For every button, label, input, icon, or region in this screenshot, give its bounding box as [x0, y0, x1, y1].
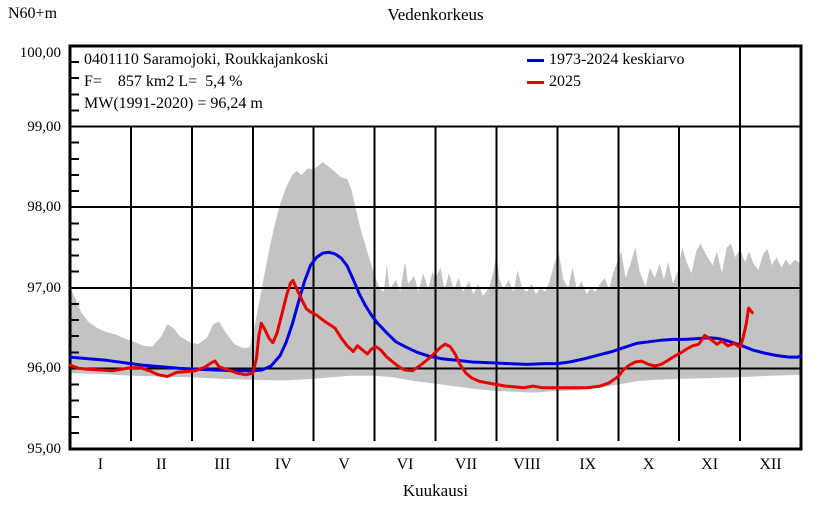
y-axis-unit-label: N60+m: [8, 5, 58, 22]
page-title: Vedenkorkeus: [387, 5, 484, 24]
x-tick-label-VI: VI: [396, 456, 414, 473]
x-tick-label-III: III: [214, 456, 231, 473]
legend-item-2025: 2025: [527, 71, 685, 93]
x-tick-label-IV: IV: [274, 456, 292, 473]
y-tick-label-95: 95,00: [27, 441, 61, 457]
plot-border: [68, 44, 803, 451]
current-year-line-swatch-icon: [527, 80, 544, 84]
x-tick-label-V: V: [338, 456, 350, 473]
y-tick-label-100: 100,00: [19, 45, 61, 61]
station-name-line: 0401110 Saramojoki, Roukkajankoski: [84, 51, 329, 68]
y-tick-label-97: 97,00: [27, 279, 61, 296]
x-tick-label-II: II: [156, 456, 167, 473]
x-tick-label-VII: VII: [454, 456, 478, 473]
y-tick-label-96: 96,00: [27, 360, 61, 377]
legend: 1973-2024 keskiarvo 2025: [527, 49, 685, 93]
x-tick-label-VIII: VIII: [513, 456, 541, 473]
series-line-keskiarvo: [68, 250, 803, 373]
legend-label-mean: 1973-2024 keskiarvo: [549, 51, 685, 68]
x-axis-title: Kuukausi: [402, 481, 469, 500]
y-tick-label-98: 98,00: [27, 199, 61, 216]
x-tick-label-IX: IX: [579, 456, 597, 473]
station-info-box: 0401110 Saramojoki, Roukkajankoski F= 85…: [84, 49, 335, 115]
legend-label-2025: 2025: [549, 73, 581, 90]
y-tick-label-99: 99,00: [27, 118, 61, 135]
legend-item-mean: 1973-2024 keskiarvo: [527, 49, 685, 71]
x-tick-label-XI: XI: [701, 456, 719, 473]
x-tick-label-X: X: [642, 456, 655, 473]
catchment-info-line: F= 857 km2 L= 5,4 %: [84, 73, 243, 90]
series-line-2025: [68, 279, 754, 390]
x-tick-label-I: I: [97, 456, 104, 473]
x-tick-label-XII: XII: [759, 456, 782, 473]
mean-line-swatch-icon: [527, 58, 544, 62]
mean-water-level-line: MW(1991-2020) = 96,24 m: [84, 95, 263, 112]
